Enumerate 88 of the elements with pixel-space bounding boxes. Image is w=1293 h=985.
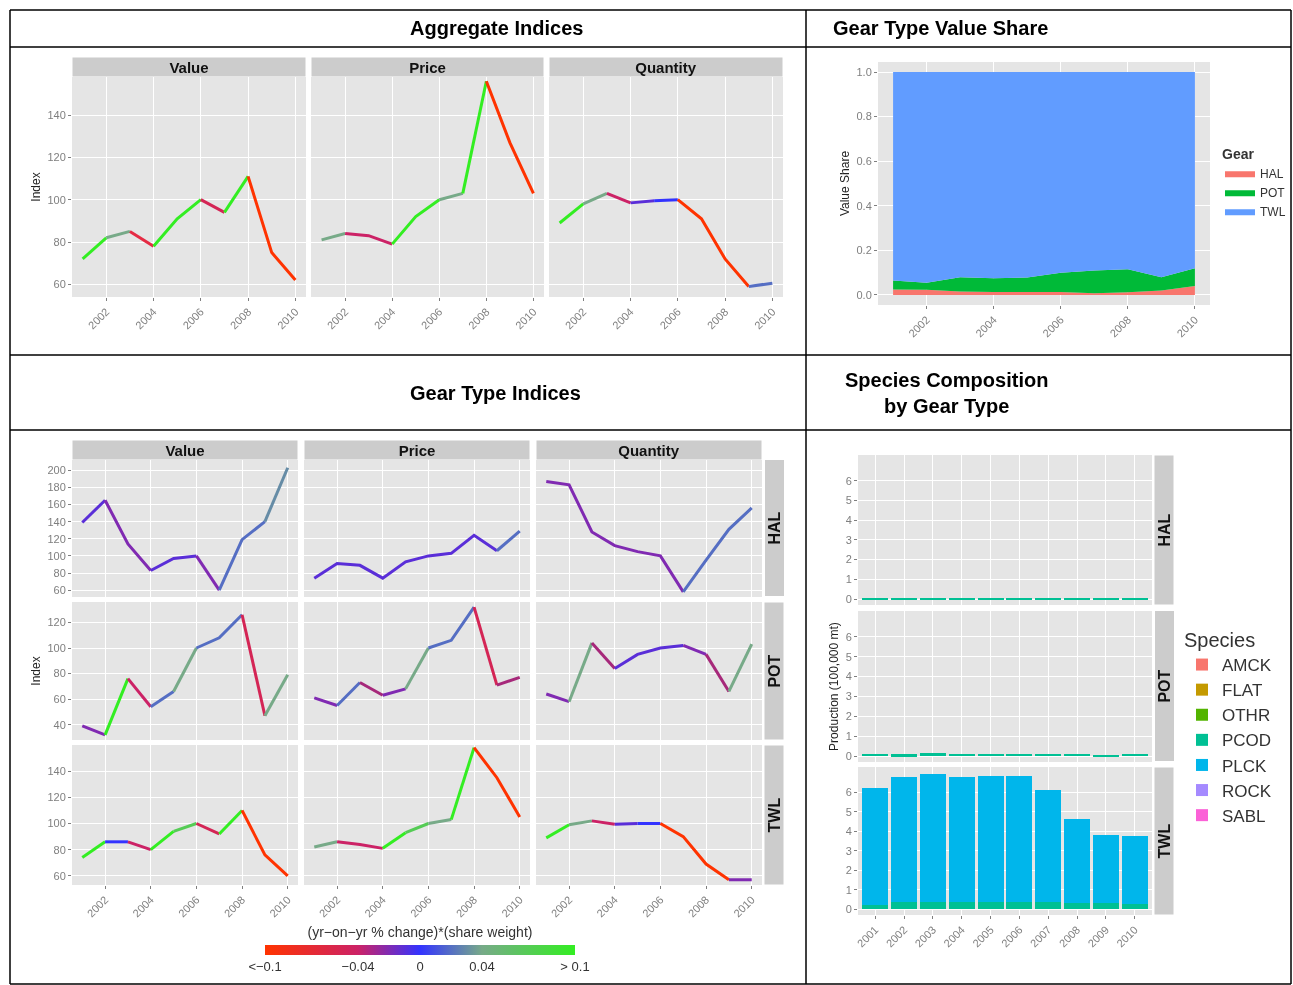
y-tick-label: 2: [845, 864, 852, 877]
y-tick-label: 100: [47, 193, 66, 206]
y-tick-label: 60: [53, 584, 66, 596]
y-tick-label: 120: [47, 616, 66, 629]
text: TWL: [765, 797, 783, 833]
color-bar-label: 0.04: [469, 959, 495, 975]
y-tick-label: 80: [53, 235, 66, 248]
y-tick-label: 100: [47, 817, 66, 830]
y-tick-label: 120: [47, 791, 66, 804]
y-tick-label: 0: [845, 749, 852, 762]
y-tick-label: 2: [845, 553, 852, 566]
y-tick-label: 60: [53, 278, 66, 291]
chart-subtitle: Quantity: [635, 58, 697, 76]
color-bar-label: > 0.1: [560, 959, 590, 975]
legend-title: Species: [1184, 629, 1256, 651]
y-tick-label: 6: [845, 630, 852, 643]
y-tick-label: 0.6: [856, 155, 872, 168]
y-tick-label: 3: [845, 533, 852, 546]
y-tick-label: 4: [845, 513, 852, 526]
y-axis-title: Production (100,000 mt): [826, 622, 841, 751]
legend-label: AMCK: [1222, 656, 1272, 676]
legend-label: SABL: [1222, 806, 1266, 826]
y-tick-label: 3: [845, 844, 852, 857]
y-tick-label: 100: [47, 549, 66, 562]
y-tick-label: 0: [845, 903, 852, 916]
legend-label: HAL: [1260, 166, 1284, 181]
y-tick-label: 0: [845, 592, 852, 605]
legend-label: PCOD: [1222, 731, 1272, 751]
text: POT: [765, 654, 783, 688]
legend-label: PLCK: [1222, 756, 1268, 776]
y-axis-title: Value Share: [837, 150, 852, 217]
y-tick-label: 1: [845, 883, 852, 896]
y-tick-label: 40: [53, 718, 66, 731]
y-tick-label: 1: [845, 573, 852, 586]
y-tick-label: 80: [53, 667, 66, 680]
y-tick-label: 6: [845, 474, 852, 487]
y-axis-title: Index: [28, 656, 43, 686]
y-tick-label: 200: [47, 464, 66, 477]
chart-subtitle: Price: [409, 58, 446, 76]
y-tick-label: 140: [47, 765, 66, 778]
legend-label: FLAT: [1222, 681, 1263, 701]
chart-title: Aggregate Indices: [410, 17, 584, 39]
y-axis-title: Index: [28, 172, 43, 202]
y-tick-label: 0.4: [856, 199, 872, 212]
color-bar-label: −0.04: [341, 959, 375, 975]
text: HAL: [1155, 513, 1173, 547]
y-tick-label: 2: [845, 710, 852, 723]
y-tick-label: 60: [53, 692, 66, 705]
y-tick-label: 5: [845, 494, 852, 507]
y-tick-label: 100: [47, 641, 66, 654]
y-tick-label: 120: [47, 532, 66, 545]
y-tick-label: 6: [845, 786, 852, 799]
color-bar-title: (yr−on−yr % change)*(share weight): [307, 923, 533, 940]
legend-label: OTHR: [1222, 706, 1271, 726]
text: TWL: [1155, 823, 1173, 859]
y-tick-label: 4: [845, 670, 852, 683]
chart-subtitle: Quantity: [618, 441, 680, 459]
y-tick-label: 1: [845, 730, 852, 743]
y-tick-label: 4: [845, 825, 852, 838]
y-tick-label: 3: [845, 690, 852, 703]
y-tick-label: 5: [845, 650, 852, 663]
text: POT: [1156, 669, 1173, 703]
legend-label: TWL: [1260, 204, 1286, 219]
y-tick-label: 160: [47, 498, 66, 511]
chart-title: Gear Type Value Share: [833, 17, 1049, 39]
y-tick-label: 1.0: [856, 65, 872, 78]
y-tick-label: 120: [47, 151, 66, 164]
text: HAL: [766, 511, 783, 545]
y-tick-label: 0.2: [856, 244, 872, 257]
legend-label: POT: [1260, 185, 1286, 200]
y-tick-label: 180: [47, 481, 66, 494]
y-tick-label: 0.0: [856, 288, 872, 301]
chart-subtitle: Value: [165, 441, 205, 459]
chart-title: Gear Type Indices: [410, 382, 581, 404]
color-bar-label: 0: [416, 959, 424, 975]
color-bar-label: <−0.1: [248, 959, 282, 975]
y-tick-label: 80: [53, 843, 66, 856]
y-tick-label: 0.8: [856, 110, 872, 123]
chart-subtitle: Value: [169, 58, 209, 76]
y-tick-label: 80: [53, 566, 66, 579]
y-tick-label: 5: [845, 805, 852, 818]
legend-title: Gear: [1222, 145, 1255, 162]
y-tick-label: 60: [53, 869, 66, 882]
chart-subtitle: Price: [398, 441, 436, 459]
legend-label: ROCK: [1222, 781, 1272, 801]
y-tick-label: 140: [47, 108, 66, 121]
chart-title: Species Composition by Gear Type: [845, 369, 1049, 417]
y-tick-label: 140: [47, 515, 66, 528]
